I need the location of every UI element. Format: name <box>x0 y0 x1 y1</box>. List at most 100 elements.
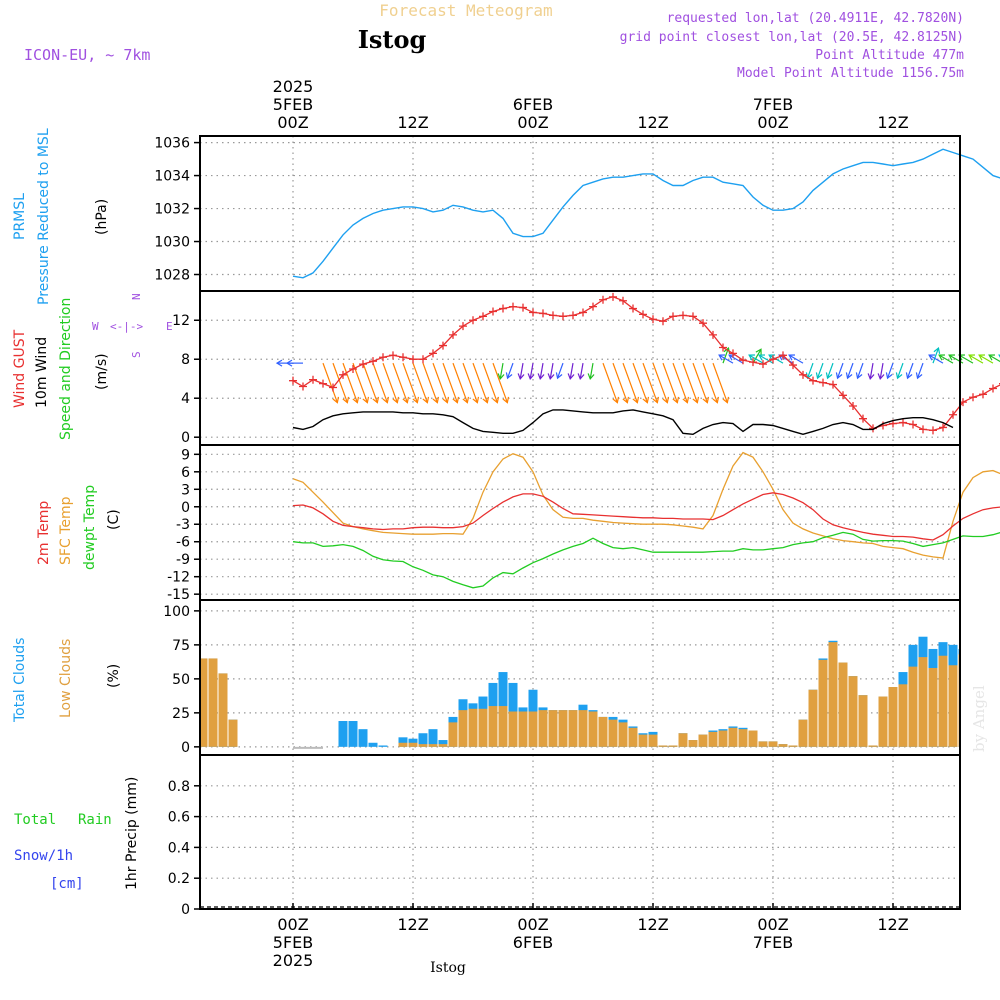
gust-marker <box>729 349 737 358</box>
gust-marker <box>589 302 597 311</box>
wind-arrow-head <box>877 373 885 381</box>
location-title: Istog <box>358 25 427 54</box>
wind-arrow <box>432 362 450 404</box>
wind-arrow-shaft <box>432 362 448 403</box>
wind-arrow-shaft <box>519 363 524 379</box>
time-label-top: 12Z <box>637 113 668 132</box>
low-cloud-bar <box>428 744 438 747</box>
total-cloud-bar <box>338 721 348 747</box>
low-cloud-bar <box>498 706 508 747</box>
wind-arrow-shaft <box>569 363 574 379</box>
low-cloud-bar <box>548 710 558 747</box>
panel-frame <box>199 754 961 910</box>
panel-frame <box>199 290 961 446</box>
wind-arrow-shaft <box>342 362 358 403</box>
wind-arrow-shaft <box>978 354 994 364</box>
wind-arrow <box>885 362 894 380</box>
low-cloud-bar <box>989 706 998 747</box>
time-label-bottom: 00Z <box>517 915 548 934</box>
wind-arrow-head <box>452 396 460 404</box>
wind-arrow <box>412 362 430 404</box>
wind-arrow <box>642 362 660 404</box>
y-tick-label: 1036 <box>154 136 190 152</box>
precip-unit-label: 1hr Precip (mm) <box>124 777 140 890</box>
wind-arrow-head <box>885 372 893 380</box>
wind-arrow <box>612 362 630 404</box>
wind-arrow <box>402 362 420 404</box>
gust-marker <box>749 358 757 367</box>
wind-arrow <box>928 354 944 364</box>
low-cloud-bar <box>678 733 688 747</box>
low-cloud-bar <box>578 710 588 747</box>
rain-label: Rain <box>78 812 112 828</box>
low-cloud-bar <box>888 687 898 747</box>
wind-arrow <box>915 362 924 380</box>
wind-arrow <box>752 348 762 364</box>
wind-arrow-shaft <box>692 362 708 403</box>
wind-arrow-shaft <box>549 363 554 379</box>
low-cloud-bar <box>768 741 778 747</box>
gust-marker <box>739 356 747 365</box>
low-cloud-bar <box>718 730 728 747</box>
wind-arrow <box>602 362 620 404</box>
wind-arrow-shaft <box>682 362 698 403</box>
wind-arrow <box>825 362 834 380</box>
wind-arrow-shaft <box>452 362 468 403</box>
low-cloud-bar <box>728 727 738 747</box>
low-cloud-bar <box>218 673 228 747</box>
time-label-top: 6FEB <box>513 95 553 114</box>
wind-arrow-shaft <box>906 362 914 379</box>
gust-marker <box>919 425 927 434</box>
low-cloud-bar <box>478 708 488 747</box>
wind-arrow-shaft <box>806 362 814 379</box>
compass-north: N <box>130 293 143 300</box>
gust-marker <box>949 410 957 419</box>
wind-arrow <box>692 362 710 404</box>
wind-arrow-head <box>968 354 975 361</box>
wind-arrow <box>452 362 470 404</box>
gust-marker <box>989 384 997 393</box>
low-cloud-bar <box>918 657 928 747</box>
low-cloud-bar <box>528 711 538 747</box>
wind-arrow-shaft <box>672 362 688 403</box>
wind-arrow-head <box>517 373 525 381</box>
low-cloud-bar <box>828 642 838 747</box>
y-tick-label: -3 <box>176 517 190 533</box>
wind-arrow-head <box>422 396 430 404</box>
gust-marker <box>379 353 387 362</box>
wind-arrow-head <box>845 372 853 380</box>
wind-arrow-shaft <box>442 362 458 403</box>
time-label-bottom: 00Z <box>277 915 308 934</box>
wind-arrow <box>505 362 514 380</box>
wind-arrow <box>672 362 690 404</box>
wind-arrow-shaft <box>816 362 824 379</box>
wind-arrow-shaft <box>589 363 594 379</box>
wind-arrow <box>905 362 914 380</box>
gust-marker <box>429 349 437 358</box>
wind-arrow-head <box>567 373 575 381</box>
gust-marker <box>969 393 977 402</box>
total-cloud-bar <box>398 737 408 747</box>
wind-arrow-shaft <box>632 362 648 403</box>
wind-gust-label: Wind GUST <box>12 329 28 408</box>
time-label-top: 00Z <box>277 113 308 132</box>
time-label-top: 12Z <box>397 113 428 132</box>
gust-marker <box>609 292 617 301</box>
wind-arrow <box>932 346 941 364</box>
y-tick-label: 0.2 <box>168 871 190 887</box>
low-cloud-bar <box>458 710 468 747</box>
low-cloud-bar <box>658 745 668 747</box>
gust-marker <box>519 303 527 312</box>
wind-arrow <box>382 362 400 404</box>
compass-east: E <box>166 320 173 333</box>
y-tick-label: 0.8 <box>168 779 190 795</box>
wind-arrow-shaft <box>352 362 368 403</box>
wind-arrow-head <box>392 396 400 404</box>
wind-arrow-shaft <box>652 362 668 403</box>
wind-arrow <box>537 363 545 381</box>
wind-arrow-head <box>835 372 843 380</box>
compass-west: W <box>92 320 99 333</box>
wind-arrow-shaft <box>968 354 984 364</box>
wind-arrow-head <box>352 396 360 404</box>
gust-marker <box>419 355 427 364</box>
